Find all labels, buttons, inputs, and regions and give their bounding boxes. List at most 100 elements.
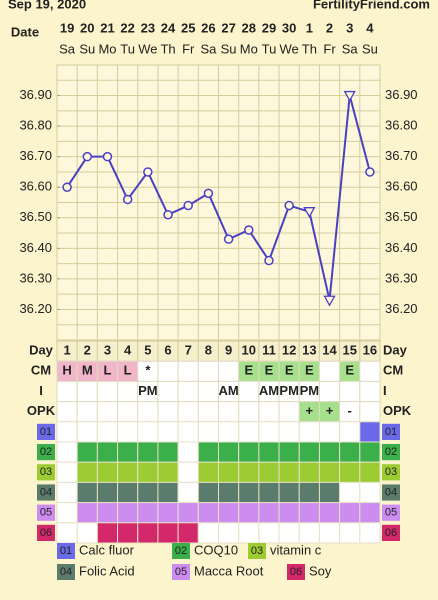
table-cell [177,401,199,423]
cell-value: PM [279,383,299,398]
supplement-taken [76,461,98,483]
code-box [37,524,55,541]
supplement-taken [177,502,199,524]
day-number: 7 [185,343,192,358]
y-tick-label: 36.40 [19,240,52,255]
cell-value: AM [218,383,238,398]
supplement-taken [278,441,300,463]
row-label: OPK [383,403,412,418]
supplement-code: 01 [40,426,52,438]
temperature-point [223,234,234,244]
supplement-taken [258,441,280,463]
legend-swatch [248,543,266,559]
date-label: 20 [80,20,94,35]
supplement-taken [339,441,361,463]
weekday-label: Sa [342,41,359,56]
date-label: 25 [181,20,195,35]
table-cell [218,401,240,423]
legend-swatch [57,543,75,559]
cell-value: PM [138,383,158,398]
legend-swatch [172,543,190,559]
temperature-point [244,225,254,235]
table-cell [318,522,341,544]
day-number: 12 [282,343,296,358]
table-cell [117,401,139,423]
table-cell [298,522,320,544]
table-cell [318,421,341,443]
cell-value: L [103,363,111,378]
weekday-label: Tu [262,41,277,56]
table-cell [56,461,78,483]
table-cell [278,522,300,544]
weekday-label: Fr [182,41,195,56]
row-label: I [39,383,43,398]
y-tick-label: 36.80 [19,118,52,133]
supplement-taken [157,441,179,463]
temperature-point [365,167,375,177]
table-cell [238,380,260,403]
code-box [37,444,55,461]
table-cell [258,401,280,423]
supplement-taken [278,461,300,483]
code-box-right [382,423,400,440]
table-cell [56,522,78,544]
table-cell [96,401,119,423]
legend-swatch [57,564,75,580]
supplement-code: 05 [40,507,52,519]
day-number: 15 [342,343,356,358]
y-tick-label-right: 36.70 [385,148,418,163]
supplement-taken [278,481,300,504]
supplement-taken [76,502,98,524]
cell-value: E [305,363,314,378]
table-cell [117,380,139,403]
table-cell [56,380,78,403]
y-tick-label-right: 36.60 [385,179,418,194]
supplement-taken [117,441,139,463]
weekday-label: Fr [323,41,336,56]
weekday-label: Th [302,41,317,56]
row-label: OPK [27,403,56,418]
legend-name: Calc fluor [79,542,135,557]
supplement-taken [96,461,119,483]
legend-code: 06 [290,566,302,578]
day-number: 10 [242,343,256,358]
day-number: 1 [63,343,70,358]
table-cell [76,421,98,443]
table-cell [157,401,179,423]
supplement-taken [318,502,341,524]
temperature-point [183,200,193,211]
day-number: 5 [144,343,151,358]
day-number: 2 [84,343,91,358]
day-number: 3 [104,343,111,358]
table-cell [157,380,179,403]
y-tick-label-right: 36.40 [385,240,418,255]
supplement-taken [197,441,219,463]
table-cell [177,481,199,504]
supplement-taken [339,461,361,483]
weekday-label: Tu [120,41,135,56]
cell-value: M [82,363,93,378]
supplement-taken [96,502,119,524]
cell-value: L [124,363,132,378]
supplement-taken [359,461,381,483]
code-box-right [382,444,400,461]
code-box-right [382,524,400,541]
code-box [37,423,55,440]
legend-name: Folic Acid [79,563,135,578]
supplement-taken [137,522,159,544]
date-label: 26 [201,20,215,35]
y-tick-label: 36.90 [19,87,52,102]
table-cell [339,481,361,504]
date-label: 1 [306,20,313,35]
date-label: 24 [161,20,176,35]
supplement-taken [76,481,98,504]
supplement-taken [137,441,159,463]
table-cell [177,360,199,382]
supplement-taken [117,461,139,483]
supplement-taken [96,522,119,544]
supplement-taken [157,461,179,483]
table-cell [96,421,119,443]
day-number: 8 [205,343,212,358]
supplement-taken [298,461,320,483]
